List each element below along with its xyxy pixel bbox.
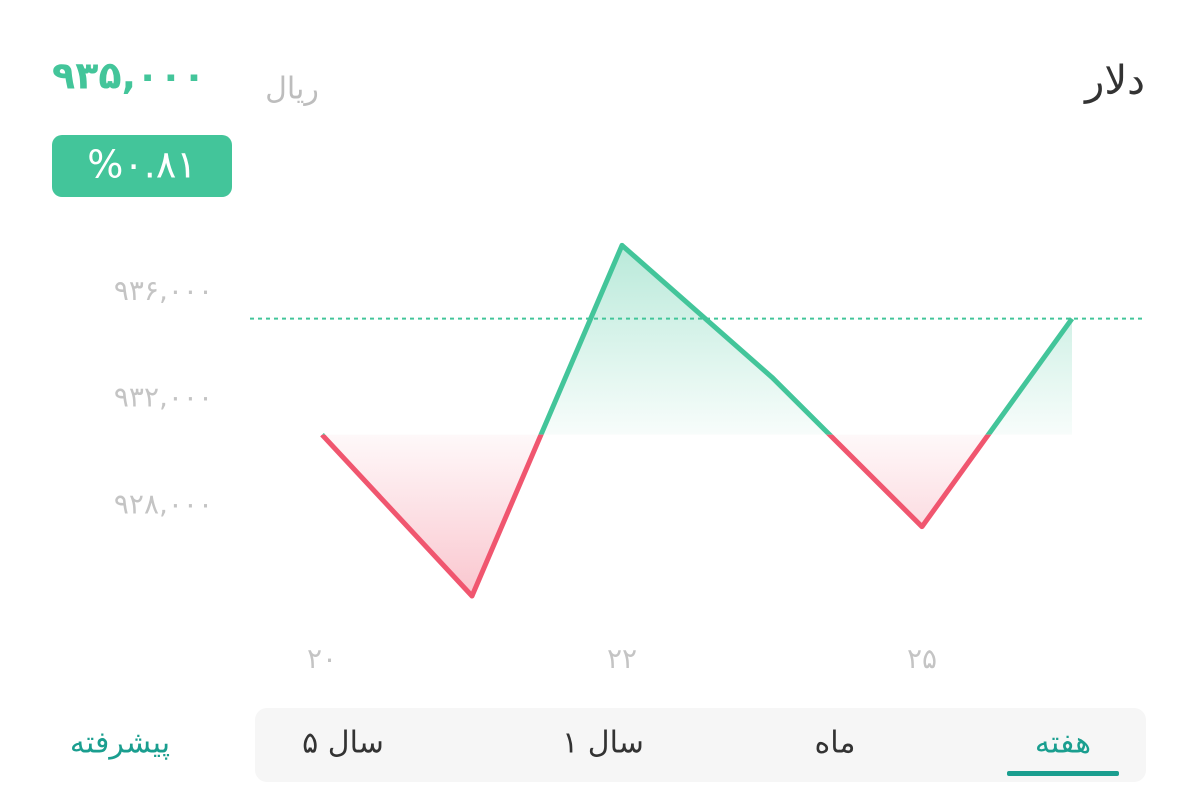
x-tick-label: ۲۲ — [607, 642, 637, 675]
tab-bar — [255, 708, 1146, 782]
price: ۹۳۵,۰۰۰ — [52, 54, 206, 98]
line-up — [322, 242, 1075, 435]
change-badge — [52, 135, 232, 197]
area-down — [322, 434, 1072, 596]
advanced-button[interactable]: پیشرفته — [70, 726, 170, 761]
unit: ریال — [265, 72, 319, 107]
y-tick-label: ۹۳۲,۰۰۰ — [114, 381, 213, 414]
change-label: %۰.۸۱ — [87, 143, 196, 187]
period-tab[interactable]: ۵ سال — [302, 726, 384, 761]
line-down — [320, 434, 992, 599]
active-tab-indicator — [1007, 771, 1119, 776]
y-tick-label: ۹۳۶,۰۰۰ — [114, 274, 213, 307]
y-tick-label: ۹۲۸,۰۰۰ — [114, 487, 213, 520]
x-tick-label: ۲۵ — [907, 642, 937, 675]
asset-title: دلار — [1083, 58, 1145, 104]
period-tab[interactable]: ماه — [815, 726, 856, 761]
x-tick-label: ۲۰ — [307, 642, 337, 675]
period-tab[interactable]: ۱ سال — [562, 726, 644, 761]
period-tab[interactable]: هفته — [1035, 726, 1091, 761]
